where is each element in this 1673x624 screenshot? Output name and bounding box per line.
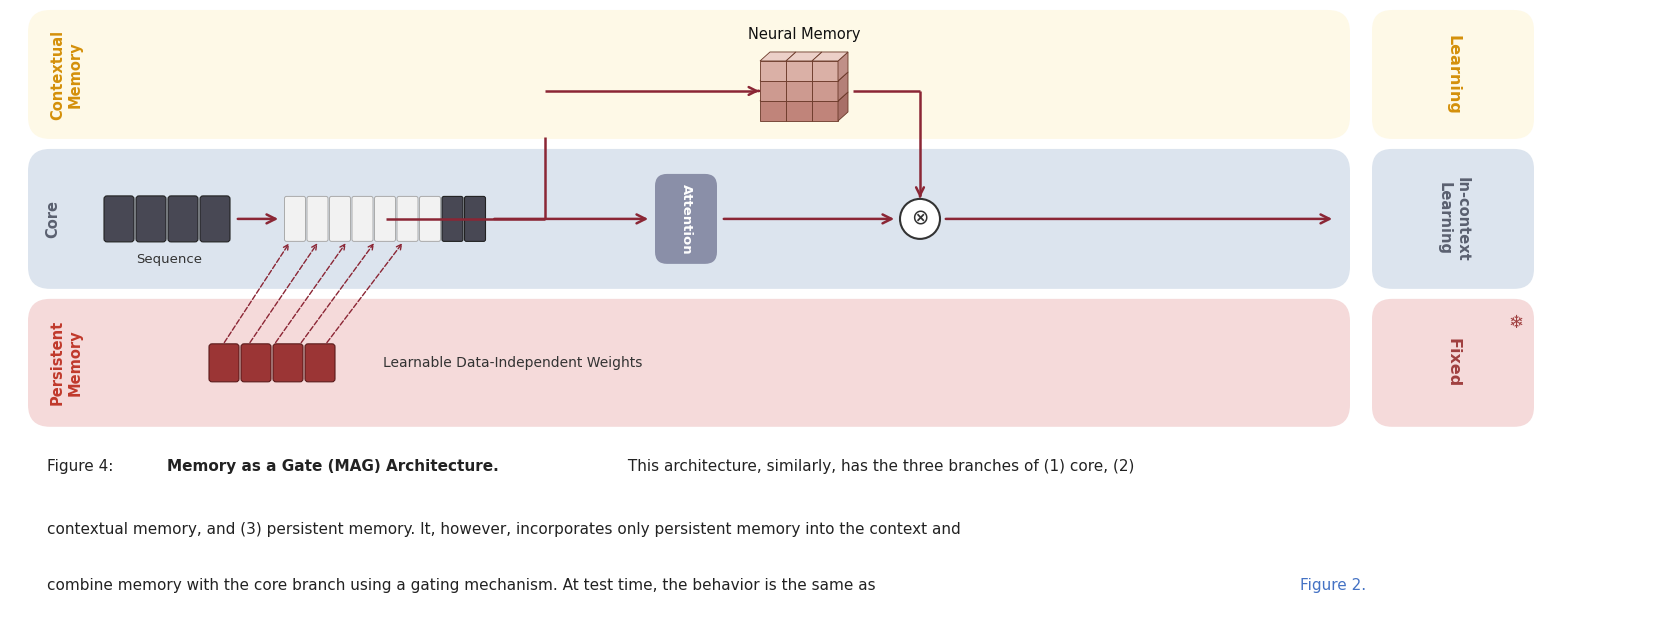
FancyBboxPatch shape xyxy=(28,299,1350,427)
Polygon shape xyxy=(786,101,811,121)
FancyBboxPatch shape xyxy=(656,174,718,264)
Polygon shape xyxy=(811,81,838,101)
FancyBboxPatch shape xyxy=(397,197,418,241)
Polygon shape xyxy=(760,92,796,101)
Text: Contextual
Memory: Contextual Memory xyxy=(50,29,82,120)
FancyBboxPatch shape xyxy=(330,197,351,241)
Text: Learnable Data-Independent Weights: Learnable Data-Independent Weights xyxy=(383,356,642,370)
FancyBboxPatch shape xyxy=(104,196,134,242)
Text: Test Time: Test Time xyxy=(1419,0,1487,2)
FancyBboxPatch shape xyxy=(1372,149,1534,289)
Text: contextual memory, and (3) persistent memory. It, however, incorporates only per: contextual memory, and (3) persistent me… xyxy=(47,522,960,537)
Polygon shape xyxy=(760,72,796,81)
Polygon shape xyxy=(760,52,796,61)
Circle shape xyxy=(900,199,940,239)
FancyBboxPatch shape xyxy=(167,196,197,242)
Polygon shape xyxy=(760,81,786,101)
Text: Attention: Attention xyxy=(679,183,693,254)
Text: Neural Memory: Neural Memory xyxy=(748,27,860,42)
FancyBboxPatch shape xyxy=(1372,10,1534,139)
FancyBboxPatch shape xyxy=(375,197,395,241)
Polygon shape xyxy=(786,92,821,101)
Polygon shape xyxy=(811,52,848,61)
Text: $\otimes$: $\otimes$ xyxy=(912,209,929,229)
Text: In-context
Learning: In-context Learning xyxy=(1437,177,1469,261)
Polygon shape xyxy=(838,52,848,81)
Polygon shape xyxy=(811,61,838,81)
Text: Persistent
Memory: Persistent Memory xyxy=(50,320,82,406)
Text: Figure 2.: Figure 2. xyxy=(1300,578,1365,593)
FancyBboxPatch shape xyxy=(209,344,239,382)
FancyBboxPatch shape xyxy=(241,344,271,382)
FancyBboxPatch shape xyxy=(465,197,485,241)
Polygon shape xyxy=(760,101,786,121)
Text: Figure 4:: Figure 4: xyxy=(47,459,119,474)
FancyBboxPatch shape xyxy=(201,196,229,242)
Polygon shape xyxy=(760,61,786,81)
FancyBboxPatch shape xyxy=(420,197,440,241)
Polygon shape xyxy=(786,72,821,81)
Polygon shape xyxy=(786,52,821,61)
FancyBboxPatch shape xyxy=(308,197,328,241)
Polygon shape xyxy=(786,81,811,101)
Text: Sequence: Sequence xyxy=(136,253,202,266)
FancyBboxPatch shape xyxy=(351,197,373,241)
Polygon shape xyxy=(811,92,848,101)
Text: Core: Core xyxy=(45,200,60,238)
FancyBboxPatch shape xyxy=(28,10,1350,139)
FancyBboxPatch shape xyxy=(442,197,463,241)
Text: Learning: Learning xyxy=(1445,34,1461,114)
FancyBboxPatch shape xyxy=(28,149,1350,289)
Text: combine memory with the core branch using a gating mechanism. At test time, the : combine memory with the core branch usin… xyxy=(47,578,880,593)
Polygon shape xyxy=(838,92,848,121)
FancyBboxPatch shape xyxy=(284,197,306,241)
FancyBboxPatch shape xyxy=(1372,299,1534,427)
Text: Fixed: Fixed xyxy=(1445,338,1461,388)
Polygon shape xyxy=(811,101,838,121)
Polygon shape xyxy=(811,72,848,81)
FancyBboxPatch shape xyxy=(304,344,335,382)
FancyBboxPatch shape xyxy=(273,344,303,382)
Polygon shape xyxy=(786,61,811,81)
Text: ❄: ❄ xyxy=(1509,314,1524,332)
Polygon shape xyxy=(838,72,848,101)
Text: This architecture, similarly, has the three branches of (1) core, (2): This architecture, similarly, has the th… xyxy=(622,459,1134,474)
FancyBboxPatch shape xyxy=(136,196,166,242)
Text: Memory as a Gate (MAG) Architecture.: Memory as a Gate (MAG) Architecture. xyxy=(167,459,499,474)
